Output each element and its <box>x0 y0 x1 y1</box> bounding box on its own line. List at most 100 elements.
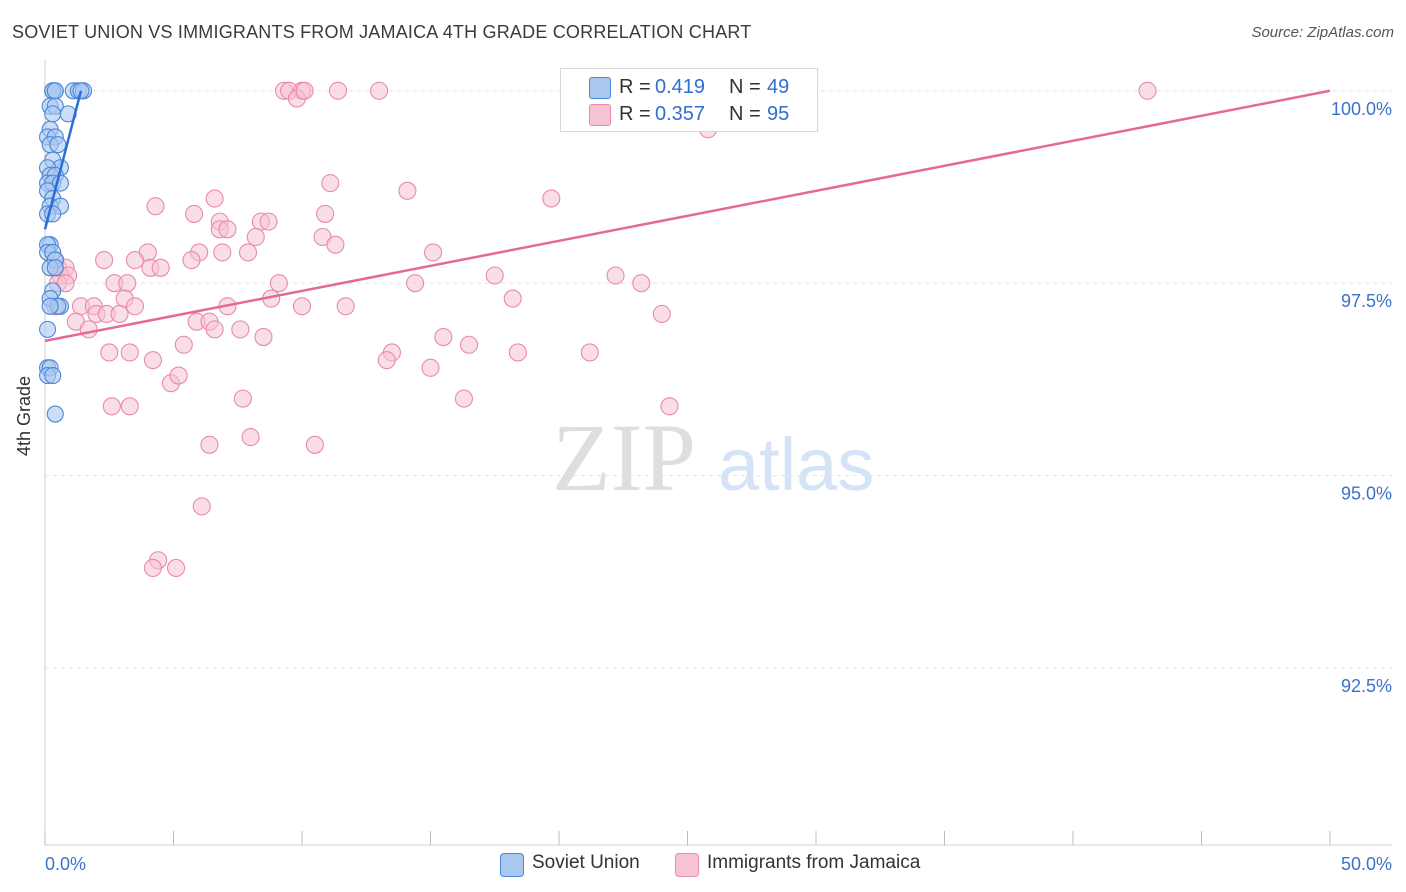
jamaica-point <box>238 243 258 262</box>
legend-n-label: N = <box>729 103 761 125</box>
grid-lines <box>45 90 1392 669</box>
jamaica-point <box>213 243 232 262</box>
jamaica-point <box>652 304 671 324</box>
jamaica-point <box>269 274 288 293</box>
jamaica-point <box>120 343 139 362</box>
jamaica-point <box>328 81 348 100</box>
legend-n-value: 95 <box>767 103 790 125</box>
jamaica-point <box>632 274 651 293</box>
jamaica-point <box>95 251 114 270</box>
jamaica-point <box>295 81 314 100</box>
legend-r-label: R = <box>619 103 651 125</box>
jamaica-point <box>118 274 137 293</box>
jamaica-point <box>233 389 252 408</box>
soviet-point <box>44 105 62 123</box>
jamaica-point <box>424 243 443 262</box>
jamaica-point <box>485 266 504 285</box>
jamaica-point <box>336 297 355 316</box>
legend-r-value: 0.419 <box>655 76 706 98</box>
jamaica-point <box>503 289 522 308</box>
jamaica-point <box>120 397 139 416</box>
legend-swatch-soviet <box>589 77 611 99</box>
jamaica-point <box>200 435 219 454</box>
jamaica-point <box>192 497 211 516</box>
y-tick-label: 97.5% <box>1341 291 1392 311</box>
jamaica-point <box>169 366 188 385</box>
jamaica-point <box>316 204 335 223</box>
legend-swatch-jamaica <box>589 104 611 126</box>
x-tick-label: 50.0% <box>1341 854 1392 874</box>
soviet-point <box>44 366 62 385</box>
jamaica-point <box>606 266 625 285</box>
jamaica-point <box>56 274 75 293</box>
soviet-points <box>39 82 93 423</box>
stats-legend: R = 0.419 N = 49 R = 0.357 N = 95 <box>560 68 818 132</box>
watermark: ZIP atlas <box>552 404 874 511</box>
jamaica-point <box>421 358 440 377</box>
jamaica-point <box>406 274 425 293</box>
legend-row-soviet: R = 0.419 N = 49 <box>561 73 817 101</box>
jamaica-point <box>1138 81 1157 100</box>
jamaica-point <box>125 251 144 270</box>
jamaica-point <box>79 320 98 339</box>
y-axis-label: 4th Grade <box>14 375 34 456</box>
jamaica-point <box>185 204 204 223</box>
jamaica-point <box>508 343 527 362</box>
jamaica-point <box>398 181 417 200</box>
jamaica-point <box>182 251 201 270</box>
legend-n-label: N = <box>729 76 761 98</box>
jamaica-point <box>292 297 312 316</box>
y-tick-label: 92.5% <box>1341 676 1392 696</box>
soviet-trend-line <box>43 90 83 230</box>
jamaica-point <box>580 343 599 362</box>
bottom-legend-swatch-soviet <box>500 853 524 877</box>
x-tick-label: 0.0% <box>45 854 86 874</box>
jamaica-point <box>459 335 479 354</box>
jamaica-point <box>231 320 250 339</box>
jamaica-point <box>241 428 260 447</box>
jamaica-point <box>542 189 561 208</box>
jamaica-point <box>205 189 224 208</box>
soviet-point <box>39 320 57 338</box>
legend-r-label: R = <box>619 76 651 98</box>
legend-r-value: 0.357 <box>655 103 706 125</box>
jamaica-point <box>246 227 265 247</box>
jamaica-point <box>151 258 170 277</box>
soviet-point <box>46 405 64 423</box>
jamaica-point <box>110 304 129 324</box>
bottom-legend-label: Immigrants from Jamaica <box>707 852 921 873</box>
jamaica-point <box>377 351 396 370</box>
jamaica-point <box>146 197 165 216</box>
jamaica-point <box>218 220 237 239</box>
legend-row-jamaica: R = 0.357 N = 95 <box>561 100 817 128</box>
soviet-point <box>46 82 64 100</box>
source-label: Source: ZipAtlas.com <box>1251 24 1394 41</box>
jamaica-point <box>370 81 389 100</box>
soviet-point <box>41 297 59 315</box>
bottom-legend-swatch-jamaica <box>675 853 699 877</box>
jamaica-point <box>454 389 473 408</box>
jamaica-point <box>174 335 193 354</box>
jamaica-point <box>321 174 340 193</box>
soviet-point <box>46 259 64 277</box>
jamaica-point <box>259 212 278 231</box>
jamaica-point <box>326 235 345 254</box>
jamaica-point <box>125 297 144 316</box>
jamaica-point <box>434 328 453 347</box>
jamaica-point <box>305 435 324 454</box>
trend-lines <box>43 89 1331 343</box>
jamaica-point <box>102 397 121 416</box>
y-tick-label: 95.0% <box>1341 484 1392 504</box>
y-tick-label: 100.0% <box>1331 99 1392 119</box>
jamaica-point <box>167 558 186 577</box>
jamaica-trend-line <box>44 89 1331 343</box>
watermark-atlas: atlas <box>718 423 874 506</box>
jamaica-point <box>205 320 224 339</box>
bottom-legend-label: Soviet Union <box>532 852 640 873</box>
chart-title: SOVIET UNION VS IMMIGRANTS FROM JAMAICA … <box>12 22 752 42</box>
jamaica-point <box>143 558 162 577</box>
soviet-point <box>49 136 67 154</box>
watermark-zip: ZIP <box>552 404 696 511</box>
jamaica-point <box>143 351 162 370</box>
